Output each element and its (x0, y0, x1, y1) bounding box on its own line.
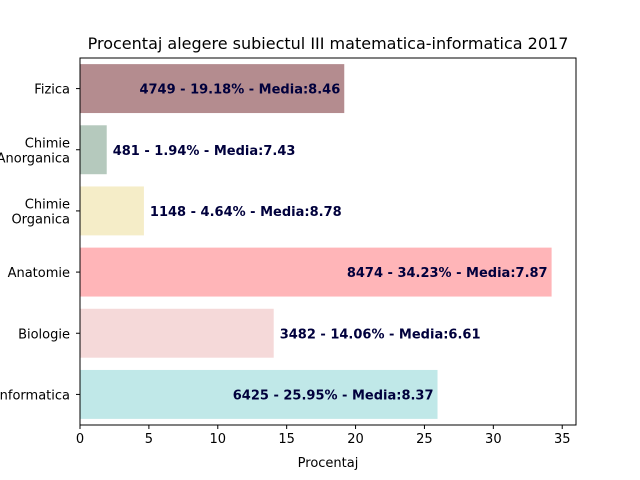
bar-5 (80, 308, 274, 358)
bar-value-label-6: 6425 - 25.95% - Media:8.37 (233, 388, 434, 403)
y-tick-label-1: Fizica (34, 83, 70, 98)
bar-value-label-3: 1148 - 4.64% - Media:8.78 (150, 205, 342, 220)
x-tick-label-1: 0 (76, 432, 84, 447)
chart-title: Procentaj alegere subiectul III matemati… (88, 34, 569, 53)
bar-value-label-1: 4749 - 19.18% - Media:8.46 (139, 83, 340, 98)
y-tick-label-5: Biologie (18, 327, 70, 342)
x-tick-label-3: 10 (210, 432, 227, 447)
bar-3 (80, 186, 144, 236)
bar-2 (80, 125, 107, 175)
x-tick-label-8: 35 (554, 432, 571, 447)
bar-value-label-2: 481 - 1.94% - Media:7.43 (113, 144, 296, 159)
bar-value-label-5: 3482 - 14.06% - Media:6.61 (280, 327, 481, 342)
y-tick-label-3: Chimie Organica (11, 197, 70, 227)
y-tick-label-6: Informatica (0, 388, 70, 403)
x-axis-label: Procentaj (298, 456, 359, 471)
x-tick-label-2: 5 (145, 432, 153, 447)
y-tick-labels: Fizica Chimie Anorganica Chimie Organica Anat… (0, 83, 80, 403)
x-tick-label-7: 30 (485, 432, 502, 447)
x-tick-label-5: 20 (347, 432, 364, 447)
plot-frame (79, 57, 577, 426)
y-tick-label-2: Chimie Anorganica (0, 136, 70, 166)
bar-1 (80, 64, 345, 114)
y-tick-label-4: Anatomie (8, 266, 70, 281)
bar-4 (80, 247, 552, 297)
x-axis: 0 5 10 15 20 25 30 35 (76, 425, 571, 447)
bar-6 (80, 369, 438, 419)
bar-value-label-4: 8474 - 34.23% - Media:7.87 (347, 266, 548, 281)
x-tick-label-4: 15 (278, 432, 295, 447)
x-tick-label-6: 25 (416, 432, 433, 447)
bars-group: 4749 - 19.18% - Media:8.46 481 - 1.94% - … (80, 64, 552, 419)
